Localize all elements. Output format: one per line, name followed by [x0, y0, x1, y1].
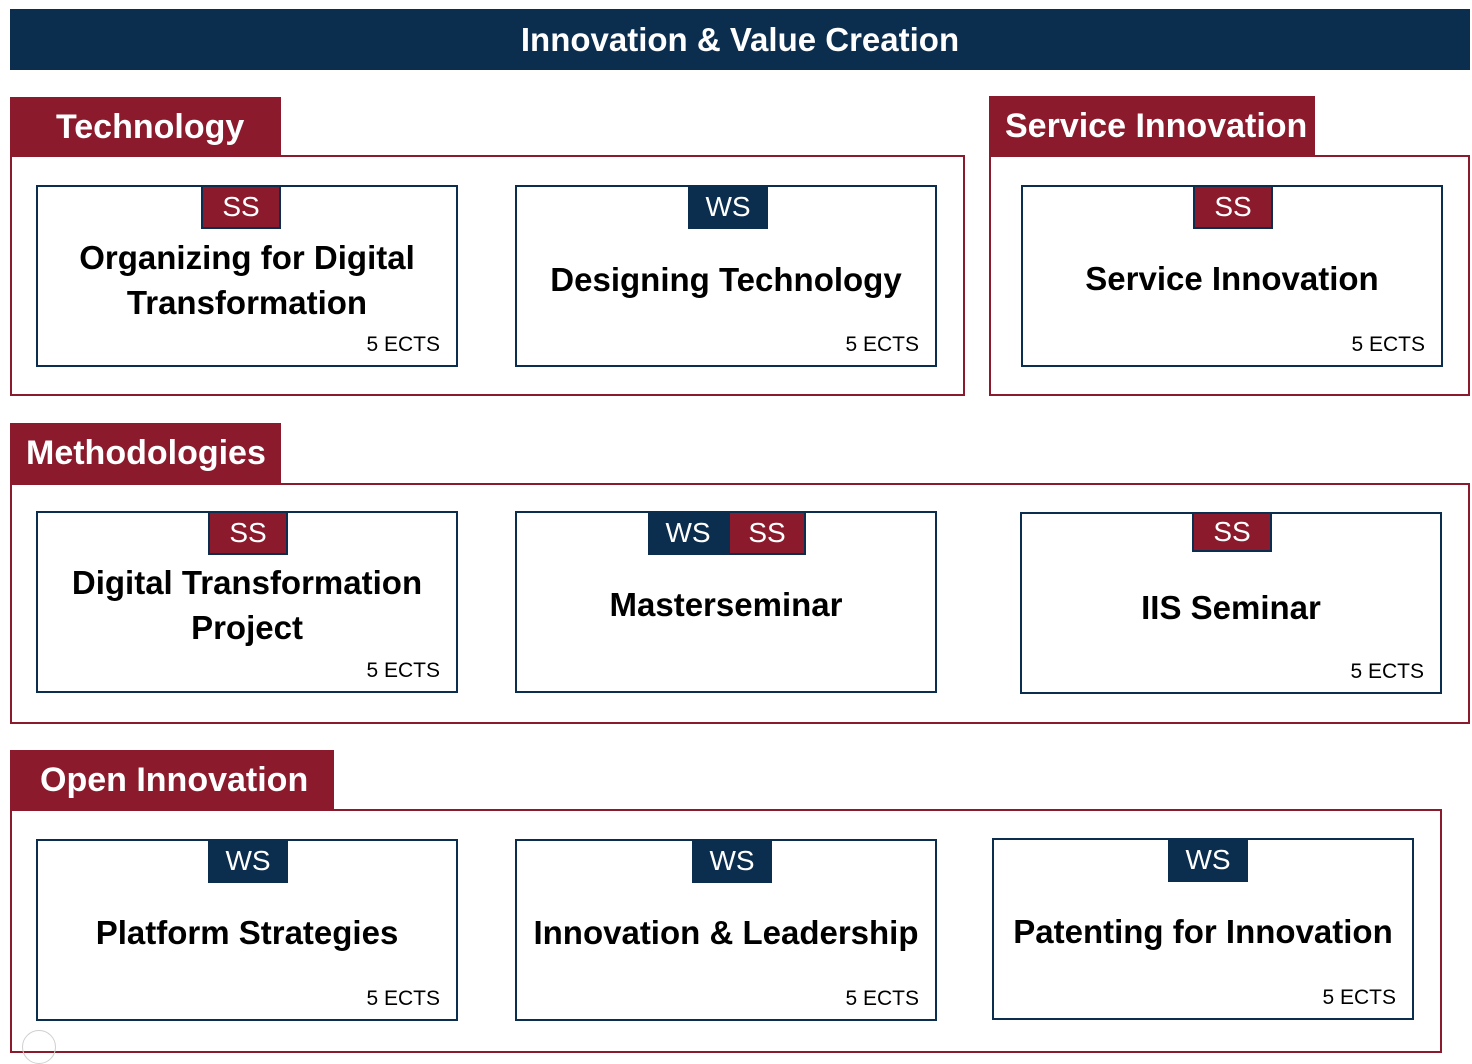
term-tags: WS SS	[648, 511, 806, 555]
module-title-line2: Project	[191, 609, 303, 646]
term-badge-ss: SS	[728, 511, 806, 555]
term-tags: WS	[1168, 838, 1248, 882]
ects-label: 5 ECTS	[845, 987, 919, 1010]
module-digital-transformation-project[interactable]: SS Digital Transformation Project 5 ECTS	[36, 511, 458, 693]
term-tags: SS	[1193, 185, 1273, 229]
module-patenting-for-innovation[interactable]: WS Patenting for Innovation 5 ECTS	[992, 838, 1414, 1020]
term-badge-ws: WS	[692, 839, 772, 883]
ects-label: 5 ECTS	[366, 987, 440, 1010]
technology-section-label: Technology	[10, 97, 281, 157]
module-title: Platform Strategies	[95, 914, 399, 951]
technology-section	[10, 155, 965, 396]
module-innovation-and-leadership[interactable]: WS Innovation & Leadership 5 ECTS	[515, 839, 937, 1021]
term-tags: SS	[201, 185, 281, 229]
module-title: Designing Technology	[550, 261, 902, 298]
module-organizing-for-digital-transformation[interactable]: SS Organizing for Digital Transformation…	[36, 185, 458, 367]
corner-circle-icon	[22, 1030, 56, 1064]
term-badge-ss: SS	[1193, 185, 1273, 229]
ects-label: 5 ECTS	[366, 659, 440, 682]
term-badge-ss: SS	[201, 185, 281, 229]
ects-label: 5 ECTS	[1322, 986, 1396, 1009]
module-title-line1: Organizing for Digital	[79, 239, 415, 276]
module-title: IIS Seminar	[1141, 589, 1321, 626]
module-title: Organizing for Digital Transformation	[38, 235, 456, 325]
page-title-banner: Innovation & Value Creation	[10, 9, 1470, 70]
term-tags: SS	[1192, 512, 1272, 552]
module-service-innovation[interactable]: SS Service Innovation 5 ECTS	[1021, 185, 1443, 367]
service-innovation-label-text: Service Innovation	[1005, 106, 1308, 145]
term-badge-ws: WS	[648, 511, 728, 555]
ects-label: 5 ECTS	[366, 333, 440, 356]
module-title: Masterseminar	[609, 586, 843, 623]
open-innovation-section	[10, 809, 1442, 1053]
term-badge-ss: SS	[208, 511, 288, 555]
module-title-line2: Transformation	[126, 284, 368, 321]
term-tags: SS	[208, 511, 288, 555]
module-iis-seminar[interactable]: SS IIS Seminar 5 ECTS	[1020, 512, 1442, 694]
ects-label: 5 ECTS	[845, 333, 919, 356]
term-tags: WS	[688, 185, 768, 229]
page-title: Innovation & Value Creation	[520, 20, 960, 58]
methodologies-section-label: Methodologies	[10, 423, 281, 484]
service-innovation-section-label: Service Innovation	[989, 96, 1315, 156]
module-designing-technology[interactable]: WS Designing Technology 5 ECTS	[515, 185, 937, 367]
module-title: Innovation & Leadership	[533, 914, 919, 951]
methodologies-label-text: Methodologies	[26, 434, 266, 472]
ects-label: 5 ECTS	[1351, 333, 1425, 356]
term-badge-ws: WS	[688, 185, 768, 229]
module-platform-strategies[interactable]: WS Platform Strategies 5 ECTS	[36, 839, 458, 1021]
service-innovation-section	[989, 155, 1470, 396]
term-badge-ws: WS	[1168, 838, 1248, 882]
term-tags: WS	[208, 839, 288, 883]
module-title-line1: Digital Transformation	[71, 564, 423, 601]
methodologies-section	[10, 483, 1470, 724]
module-title: Service Innovation	[1085, 260, 1379, 297]
open-innovation-label-text: Open Innovation	[40, 761, 309, 799]
module-masterseminar[interactable]: WS SS Masterseminar	[515, 511, 937, 693]
term-badge-ss: SS	[1192, 512, 1272, 552]
term-tags: WS	[692, 839, 772, 883]
module-title: Digital Transformation Project	[38, 560, 456, 650]
ects-label: 5 ECTS	[1350, 660, 1424, 683]
term-badge-ws: WS	[208, 839, 288, 883]
open-innovation-section-label: Open Innovation	[10, 750, 334, 811]
module-title: Patenting for Innovation	[1013, 913, 1393, 950]
technology-label-text: Technology	[56, 107, 245, 146]
